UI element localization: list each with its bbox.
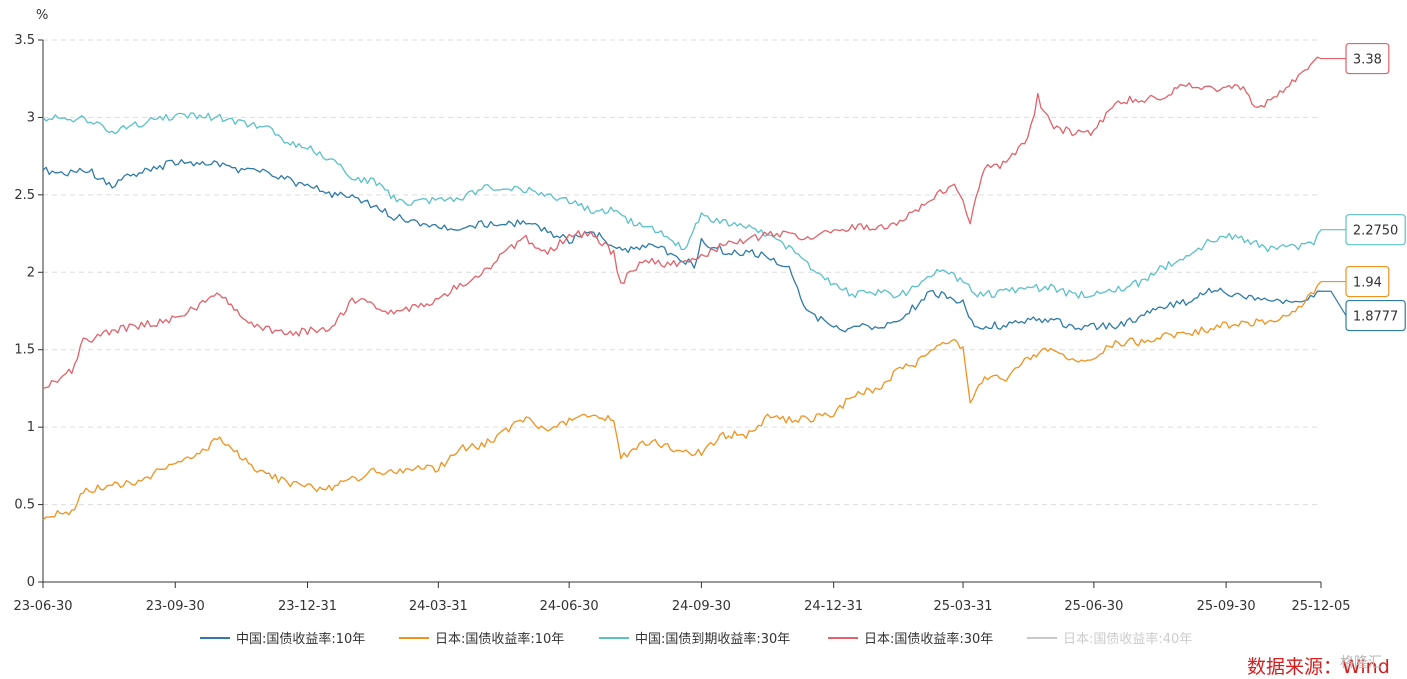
end-label-value: 1.94: [1353, 276, 1382, 291]
x-tick-label: 25-03-31: [934, 599, 993, 614]
series-line: [42, 112, 1322, 299]
x-tick-label: 24-12-31: [804, 599, 863, 614]
x-tick-label: 24-06-30: [540, 599, 599, 614]
legend-label: 日本:国债收益率:30年: [864, 631, 993, 647]
x-tick-labels: 23-06-30 23-09-30 23-12-31 24-03-31 24-06-30…: [13, 582, 1351, 614]
legend-item[interactable]: 日本:国债收益率:30年: [828, 631, 993, 647]
x-tick-label: 23-12-31: [278, 599, 337, 614]
legend-label: 日本:国债收益率:10年: [435, 631, 564, 647]
end-label-value: 3.38: [1353, 53, 1382, 68]
end-label-value: 1.8777: [1353, 310, 1399, 325]
legend-item[interactable]: 中国:国债到期收益率:30年: [599, 631, 790, 647]
grid-lines: [43, 39, 1321, 506]
series-line: [42, 56, 1322, 390]
legend[interactable]: 中国:国债收益率:10年 日本:国债收益率:10年 中国:国债到期收益率:30年 日本…: [200, 631, 1192, 647]
end-label-value: 2.2750: [1353, 224, 1399, 239]
end-label-leader: [1321, 290, 1347, 316]
y-tick-label: 1: [27, 420, 35, 435]
x-tick-label: 25-06-30: [1064, 599, 1123, 614]
end-label-box: [1345, 214, 1406, 246]
x-tick-label: 25-12-05: [1291, 599, 1350, 614]
legend-item[interactable]: 中国:国债收益率:10年: [200, 631, 365, 647]
series-lines: [42, 56, 1322, 521]
end-label-box: [1345, 299, 1406, 332]
end-label-box: [1345, 42, 1390, 75]
legend-label: 中国:国债到期收益率:30年: [635, 631, 790, 647]
y-tick-label: 3: [27, 110, 35, 125]
series-line: [42, 281, 1322, 521]
x-tick-label: 23-09-30: [146, 599, 205, 614]
legend-item[interactable]: 日本:国债收益率:40年: [1027, 631, 1192, 647]
y-tick-label: 0.5: [14, 498, 35, 513]
legend-label: 日本:国债收益率:40年: [1063, 631, 1192, 647]
y-axis-unit-label: %: [36, 8, 48, 23]
end-labels: 3.38 2.2750 1.94 1.8777: [1321, 42, 1406, 332]
source-note: 数据来源：Wind: [1247, 656, 1390, 678]
y-tick-label: 3.5: [14, 33, 35, 48]
watermark: 格隆汇: [1340, 655, 1382, 671]
x-tick-label: 23-06-30: [13, 599, 72, 614]
legend-item[interactable]: 日本:国债收益率:10年: [399, 631, 564, 647]
y-tick-label: 2: [27, 265, 35, 280]
y-tick-labels: 0 0.5 1 1.5 2 2.5 3 3.5: [14, 33, 43, 590]
x-tick-label: 25-09-30: [1197, 599, 1256, 614]
x-tick-label: 24-09-30: [672, 599, 731, 614]
axes: [42, 40, 1321, 583]
legend-label: 中国:国债收益率:10年: [236, 631, 365, 647]
series-line: [42, 159, 1321, 333]
y-tick-label: 2.5: [14, 188, 35, 203]
y-tick-label: 0: [27, 575, 35, 590]
end-label-box: [1345, 265, 1390, 298]
x-tick-label: 24-03-31: [409, 599, 468, 614]
y-tick-label: 1.5: [14, 343, 35, 358]
